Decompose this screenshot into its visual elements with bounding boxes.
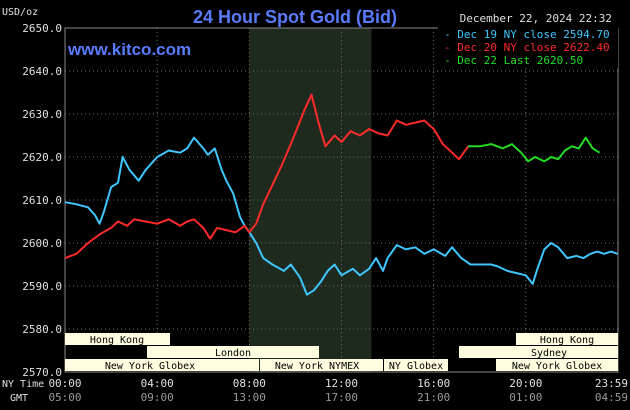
- y-tick-label: 2610.0: [22, 194, 62, 207]
- x-tick-label-ny: 23:59: [595, 377, 628, 390]
- chart-title: 24 Hour Spot Gold (Bid): [193, 7, 397, 27]
- plot-border: [64, 27, 619, 373]
- market-sessions: Hong Kong Hong Kong London Sydney New Yo…: [65, 333, 618, 372]
- legend-box: [438, 26, 618, 68]
- datetime-label: December 22, 2024 22:32: [460, 12, 612, 25]
- x-tick-label-ny: 00:00: [48, 377, 81, 390]
- session-ny-nymex: New York NYMEX: [275, 361, 359, 372]
- legend: - Dec 19 NY close 2594.70- Dec 20 NY clo…: [438, 26, 618, 68]
- series-line-0: [64, 136, 618, 296]
- session-hong-kong-pm: Hong Kong: [540, 335, 594, 346]
- session-ny-globex-mid-bar: [384, 359, 448, 371]
- session-hong-kong-pm-bar: [516, 333, 618, 345]
- session-hong-kong-am: Hong Kong: [90, 335, 144, 346]
- x-tick-label-gmt: 09:00: [141, 391, 174, 404]
- session-ny-globex-pm-bar: [496, 359, 618, 371]
- y-tick-label: 2650.0: [22, 22, 62, 35]
- session-london-bar: [147, 346, 319, 358]
- x-tick-label-gmt: 01:00: [509, 391, 542, 404]
- units-label: USD/oz: [2, 7, 38, 18]
- ny-time-label: NY Time: [2, 379, 44, 390]
- grid: [64, 27, 619, 373]
- y-tick-label: 2630.0: [22, 108, 62, 121]
- gmt-label: GMT: [10, 393, 28, 404]
- y-tick-label: 2580.0: [22, 323, 62, 336]
- session-ny-nymex-bar: [260, 359, 383, 371]
- x-tick-label-gmt: 04:59: [595, 391, 628, 404]
- session-ny-globex-pm: New York Globex: [512, 361, 602, 372]
- y-axis: 2650.0 2640.0 2630.0 2620.0 2610.0 2600.0 2590…: [22, 22, 62, 379]
- x-tick-label-gmt: 13:00: [233, 391, 266, 404]
- session-sydney: Sydney: [531, 348, 567, 359]
- x-tick-label-ny: 16:00: [417, 377, 450, 390]
- session-ny-globex-mid: NY Globex: [389, 361, 443, 372]
- series-lines: [64, 93, 618, 296]
- y-tick-label: 2620.0: [22, 151, 62, 164]
- x-tick-label-ny: 20:00: [509, 377, 542, 390]
- session-sydney-bar: [459, 346, 618, 358]
- x-tick-label-gmt: 05:00: [48, 391, 81, 404]
- y-tick-label: 2600.0: [22, 237, 62, 250]
- session-london: London: [215, 348, 251, 359]
- series-line-2: [468, 136, 601, 163]
- x-tick-label-ny: 08:00: [233, 377, 266, 390]
- y-tick-label: 2640.0: [22, 65, 62, 78]
- x-tick-label-gmt: 21:00: [417, 391, 450, 404]
- x-axis: 00:00 04:00 08:00 12:00 16:00 20:00 23:59 05:00…: [48, 377, 628, 404]
- session-ny-globex-am-bar: [65, 359, 259, 371]
- y-tick-label: 2590.0: [22, 280, 62, 293]
- x-tick-label-ny: 04:00: [141, 377, 174, 390]
- session-ny-globex-am: New York Globex: [105, 361, 195, 372]
- x-tick-label-ny: 12:00: [325, 377, 358, 390]
- legend-entry-2: - Dec 22 Last 2620.50: [444, 54, 583, 67]
- y-tick-label: 2570.0: [22, 366, 62, 379]
- legend-entry-0: - Dec 19 NY close 2594.70: [444, 28, 610, 41]
- site-label[interactable]: www.kitco.com: [67, 40, 191, 59]
- legend-entry-1: - Dec 20 NY close 2622.40: [444, 41, 610, 54]
- x-tick-label-gmt: 17:00: [325, 391, 358, 404]
- session-hong-kong-am-bar: [65, 333, 170, 345]
- series-line-1: [64, 93, 470, 260]
